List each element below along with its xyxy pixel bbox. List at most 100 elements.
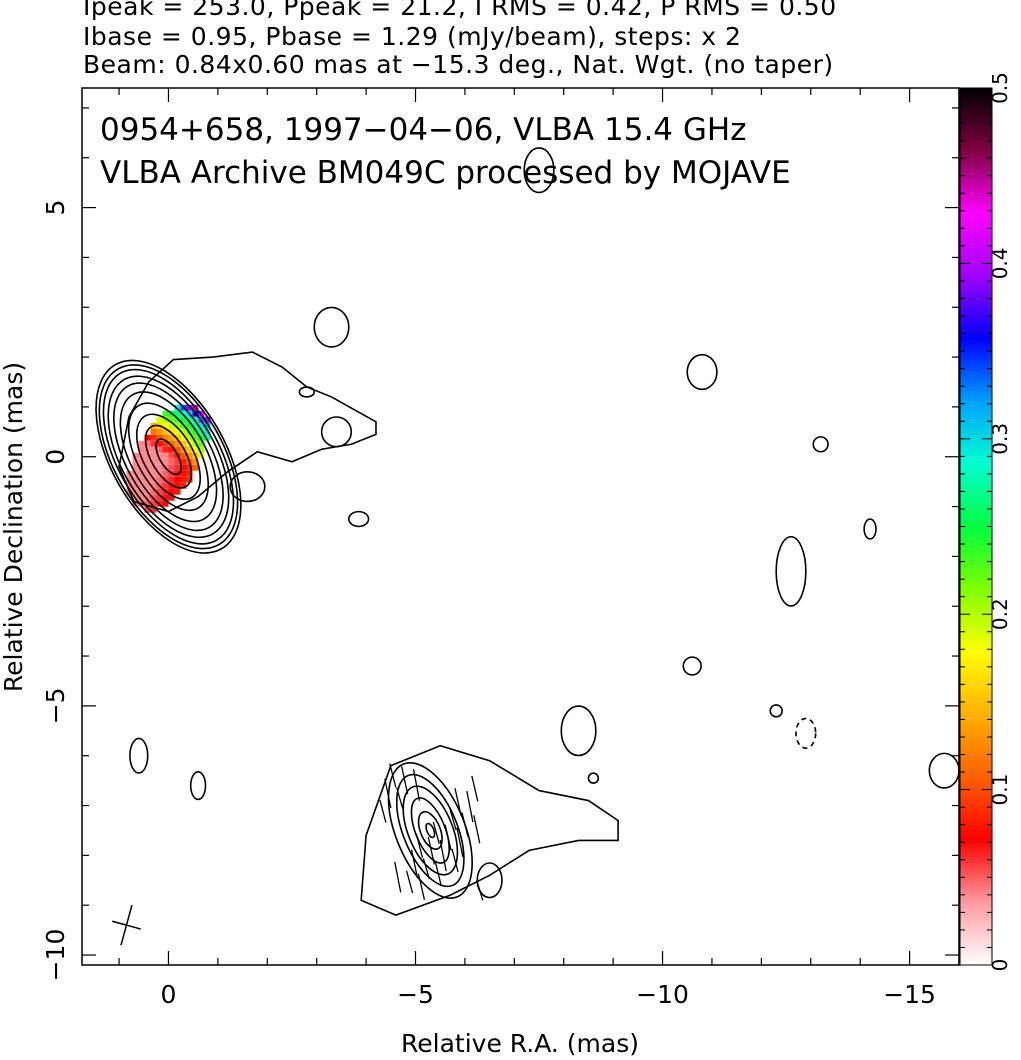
polarization-pixel	[150, 434, 157, 441]
contour-island	[476, 862, 503, 899]
polarization-pixel	[150, 452, 157, 459]
polarization-pixel	[198, 434, 205, 441]
x-tick-label: −15	[883, 980, 936, 1009]
polarization-pixel	[150, 506, 157, 513]
polarization-pixel	[144, 506, 151, 513]
polarization-pixel	[180, 458, 187, 465]
polarization-pixel	[156, 428, 163, 435]
contour-island	[769, 704, 783, 718]
polarization-pixel	[180, 470, 187, 477]
colorbar-tick-label: 0.4	[988, 247, 1012, 279]
jet-contour	[402, 785, 459, 876]
core-contour	[144, 424, 193, 489]
polarization-pixel	[174, 422, 181, 429]
polarization-pixel	[186, 464, 193, 471]
polarization-pixel	[186, 434, 193, 441]
polarization-pixel	[174, 482, 181, 489]
polarization-pixel	[138, 446, 145, 453]
polarization-vector	[415, 834, 424, 858]
polarization-pixel	[156, 416, 163, 423]
x-tick-label: −5	[397, 980, 434, 1009]
polarization-pixel	[192, 464, 199, 471]
polarization-pixel	[156, 434, 163, 441]
core-contour	[155, 438, 182, 476]
plot-frame	[81, 87, 960, 966]
polarization-pixel	[162, 410, 169, 417]
polarization-pixel	[198, 440, 205, 447]
contour-island	[812, 436, 829, 453]
jet-outer-contour	[360, 744, 619, 917]
polarization-pixel	[180, 476, 187, 483]
polarization-pixel	[126, 482, 133, 489]
polarization-pixel	[132, 482, 139, 489]
contour-island	[129, 737, 149, 774]
polarization-pixel	[180, 482, 187, 489]
polarization-pixel	[186, 404, 193, 411]
contour-island	[775, 535, 807, 607]
polarization-pixel	[168, 458, 175, 465]
contour-island	[313, 306, 350, 348]
polarization-pixel	[204, 422, 211, 429]
colorbar-tick-label: 0.5	[988, 72, 1012, 104]
beam-minor-axis	[111, 920, 141, 930]
polarization-vector	[389, 763, 397, 788]
polarization-pixel	[138, 464, 145, 471]
polarization-pixel	[156, 476, 163, 483]
jet-contour	[425, 822, 436, 839]
polarization-pixel	[144, 440, 151, 447]
polarization-pixel	[168, 422, 175, 429]
contour-island	[229, 471, 266, 503]
jet-contour	[387, 761, 473, 899]
polarization-pixel	[138, 494, 145, 501]
polarization-pixel	[162, 428, 169, 435]
polarization-pixel	[132, 452, 139, 459]
polarization-pixel	[162, 446, 169, 453]
jet-contour	[410, 797, 451, 864]
polarization-pixel	[138, 470, 145, 477]
core-contour	[98, 364, 239, 550]
contour-island	[587, 772, 600, 784]
polarization-pixel	[132, 464, 139, 471]
polarization-pixel	[180, 452, 187, 459]
polarization-vector	[454, 788, 462, 816]
contour-island	[320, 416, 353, 448]
polarization-pixel	[144, 482, 151, 489]
polarization-vector	[432, 821, 440, 844]
polarization-pixel	[174, 476, 181, 483]
polarization-pixel	[126, 476, 133, 483]
polarization-pixel	[156, 440, 163, 447]
polarization-pixel	[168, 446, 175, 453]
colorbar-tick-label: 0.1	[988, 774, 1012, 806]
header-line-peaks: Ipeak = 253.0, Ppeak = 21.2, I RMS = 0.4…	[83, 0, 837, 21]
core-diffuse-contour	[118, 351, 377, 513]
polarization-pixel	[150, 500, 157, 507]
polarization-vector	[434, 861, 442, 886]
polarization-pixel	[174, 458, 181, 465]
polarization-pixel	[180, 416, 187, 423]
colorbar	[960, 88, 992, 965]
polarization-pixel	[192, 434, 199, 441]
polarization-pixel	[150, 446, 157, 453]
header-line-beam: Beam: 0.84x0.60 mas at −15.3 deg., Nat. …	[83, 50, 834, 79]
polarization-pixel	[150, 458, 157, 465]
polarization-pixel	[192, 416, 199, 423]
polarization-pixel	[156, 494, 163, 501]
jet-contour	[417, 810, 443, 850]
polarization-vector	[417, 873, 426, 900]
y-tick-label: 0	[41, 449, 70, 465]
contour-island	[863, 518, 877, 540]
core-contour	[135, 413, 202, 501]
x-tick-label: −10	[636, 980, 689, 1009]
polarization-pixel	[168, 434, 175, 441]
polarization-vector	[422, 858, 431, 880]
polarization-pixel	[168, 494, 175, 501]
polarization-vector	[439, 839, 447, 872]
polarization-vector	[466, 791, 474, 823]
polarization-pixel	[192, 428, 199, 435]
map-title-line1: 0954+658, 1997−04−06, VLBA 15.4 GHz	[100, 112, 746, 148]
polarization-pixel	[174, 434, 181, 441]
polarization-pixel	[162, 494, 169, 501]
polarization-vector	[461, 812, 469, 837]
polarization-pixel	[162, 482, 169, 489]
